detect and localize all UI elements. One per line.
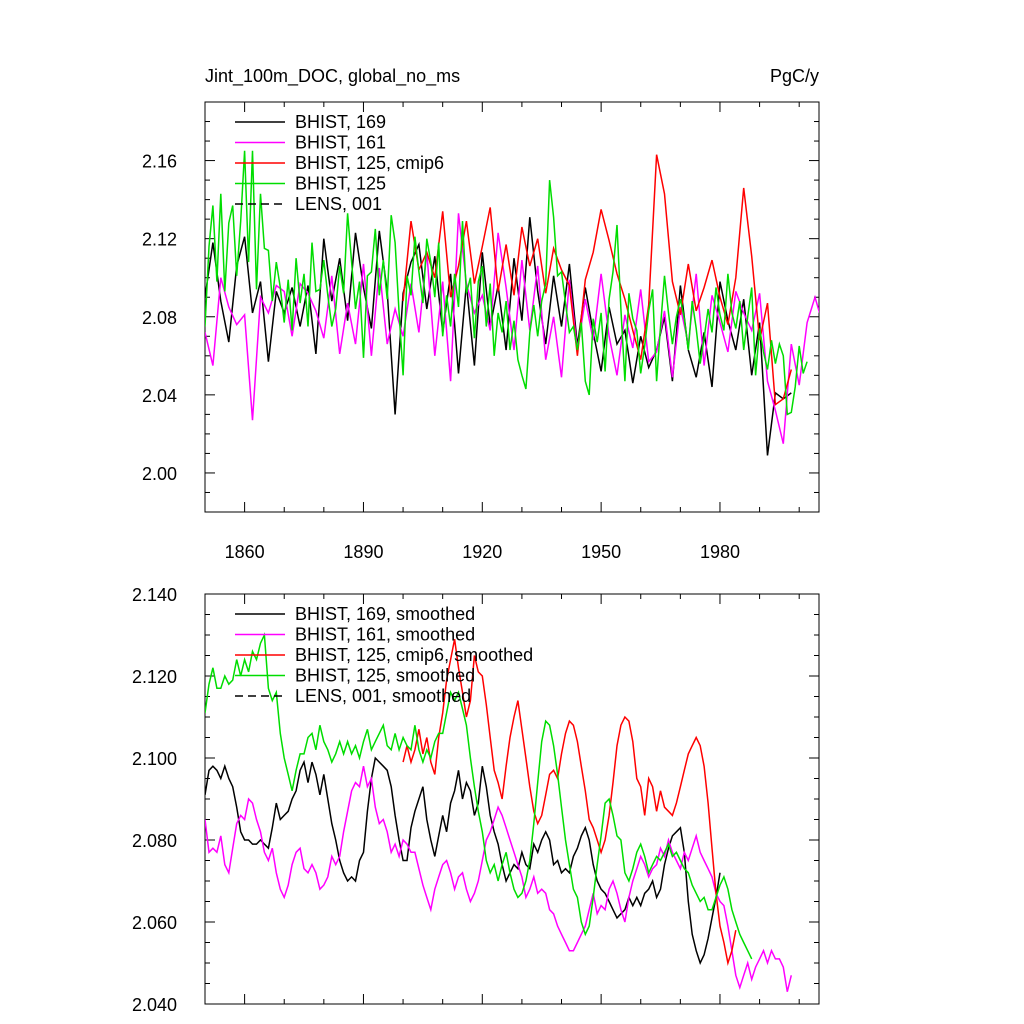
- series-line: [402, 638, 737, 966]
- y-tick-label: 2.12: [142, 230, 177, 250]
- legend-label: BHIST, 125: [295, 174, 386, 194]
- series-group: [205, 150, 819, 456]
- legend-label: BHIST, 161, smoothed: [295, 625, 475, 645]
- bottom-panel: 2.040 2.060 2.080 2.100 2.120 2.140 BHIST, 169…: [132, 585, 820, 1015]
- series-line: [205, 756, 721, 966]
- legend-label: LENS, 001, smoothed: [295, 686, 471, 706]
- series-line: [205, 632, 753, 960]
- top-chart-title: Jint_100m_DOC, global_no_ms: [205, 66, 460, 87]
- series-line: [205, 766, 793, 992]
- y-tick-label: 2.120: [132, 667, 177, 687]
- x-tick-label: 1890: [343, 542, 383, 562]
- y-tick-label: 2.100: [132, 749, 177, 769]
- y-tick-label: 2.060: [132, 913, 177, 933]
- y-tick-label: 2.040: [132, 995, 177, 1015]
- legend-label: BHIST, 125, cmip6: [295, 153, 444, 173]
- y-tick-label: 2.08: [142, 308, 177, 328]
- plot-frame: [204, 101, 820, 513]
- y-tick-label: 2.080: [132, 831, 177, 851]
- x-tick-label: 1980: [700, 542, 740, 562]
- legend-label: BHIST, 125, smoothed: [295, 666, 475, 686]
- x-tick-label: 1860: [225, 542, 265, 562]
- legend-label: BHIST, 169: [295, 112, 386, 132]
- y-tick-label: 2.16: [142, 152, 177, 172]
- series-line: [205, 213, 819, 444]
- y-tick-label: 2.04: [142, 386, 177, 406]
- y-tick-label: 2.00: [142, 464, 177, 484]
- legend-label: LENS, 001: [295, 194, 382, 214]
- x-tick-label: 1920: [462, 542, 502, 562]
- legend-label: BHIST, 125, cmip6, smoothed: [295, 645, 533, 665]
- top-panel: Jint_100m_DOC, global_no_ms PgC/y 1860 18…: [142, 66, 820, 562]
- series-group: [205, 632, 793, 992]
- series-line: [205, 150, 808, 416]
- x-tick-label: 1950: [581, 542, 621, 562]
- legend-label: BHIST, 169, smoothed: [295, 604, 475, 624]
- series-line: [205, 217, 792, 456]
- legend-label: BHIST, 161: [295, 133, 386, 153]
- top-chart-units: PgC/y: [770, 66, 819, 86]
- series-line: [402, 154, 793, 407]
- y-tick-label: 2.140: [132, 585, 177, 605]
